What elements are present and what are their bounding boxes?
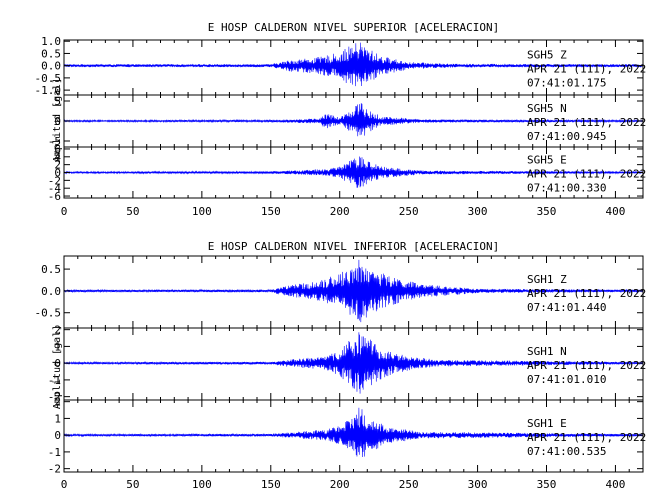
- y-axis-label: Amplitud [gal]: [52, 78, 63, 162]
- y-tick-label: -4: [48, 182, 62, 195]
- time-label: 07:41:01.010: [527, 373, 606, 386]
- station-label: SGH5 N: [527, 102, 567, 115]
- y-tick-label: 0.5: [41, 263, 61, 276]
- y-tick-label: -5: [48, 135, 61, 148]
- y-tick-label: -6: [48, 190, 61, 203]
- y-tick-label: 5: [54, 95, 61, 108]
- time-label: 07:41:00.535: [527, 445, 606, 458]
- waveform-trace: [63, 259, 644, 323]
- waveform-trace: [63, 103, 644, 137]
- station-label: SGH1 Z: [527, 273, 567, 286]
- x-tick-label: 200: [330, 205, 350, 218]
- time-label: 07:41:00.945: [527, 130, 606, 143]
- x-tick-label: 300: [468, 478, 488, 491]
- y-tick-label: 0: [54, 357, 61, 370]
- x-tick-label: 100: [192, 478, 212, 491]
- y-tick-label: 2: [54, 396, 61, 409]
- x-tick-label: 250: [399, 478, 419, 491]
- x-tick-label: 50: [126, 205, 139, 218]
- station-label: SGH1 N: [527, 345, 567, 358]
- y-tick-label: 0.5: [41, 47, 61, 60]
- chart-nivel-superior: E HOSP CALDERON NIVEL SUPERIOR [ACELERAC…: [35, 21, 647, 218]
- time-label: 07:41:01.175: [527, 77, 606, 90]
- chart-nivel-inferior: E HOSP CALDERON NIVEL INFERIOR [ACELERAC…: [35, 240, 647, 491]
- x-tick-label: 400: [605, 478, 625, 491]
- x-tick-label: 300: [468, 205, 488, 218]
- y-tick-label: 4: [54, 151, 61, 164]
- x-tick-label: 150: [261, 205, 281, 218]
- x-tick-label: 400: [605, 205, 625, 218]
- x-tick-label: 150: [261, 478, 281, 491]
- x-tick-label: 100: [192, 205, 212, 218]
- y-tick-label: -1: [48, 446, 61, 459]
- waveform-trace: [63, 42, 644, 87]
- station-label: SGH5 Z: [527, 49, 567, 62]
- y-tick-label: -1: [48, 374, 61, 387]
- x-tick-label: 0: [61, 205, 68, 218]
- x-tick-label: 350: [537, 205, 557, 218]
- y-tick-label: 2: [54, 159, 61, 172]
- time-label: 07:41:00.330: [527, 182, 606, 195]
- date-label: APR 21 (111), 2022: [527, 287, 646, 300]
- chart-title: E HOSP CALDERON NIVEL SUPERIOR [ACELERAC…: [208, 21, 499, 34]
- y-tick-label: -2: [48, 463, 61, 476]
- y-tick-label: 1: [54, 412, 61, 425]
- y-tick-label: -0.5: [35, 72, 62, 85]
- y-tick-label: -2: [48, 391, 61, 404]
- date-label: APR 21 (111), 2022: [527, 63, 646, 76]
- x-tick-label: 250: [399, 205, 419, 218]
- date-label: APR 21 (111), 2022: [527, 116, 646, 129]
- y-tick-label: -1.0: [35, 84, 62, 97]
- y-tick-label: 0: [54, 167, 61, 180]
- x-tick-label: 200: [330, 478, 350, 491]
- date-label: APR 21 (111), 2022: [527, 431, 646, 444]
- date-label: APR 21 (111), 2022: [527, 168, 646, 181]
- chart-title: E HOSP CALDERON NIVEL INFERIOR [ACELERAC…: [208, 240, 499, 253]
- date-label: APR 21 (111), 2022: [527, 359, 646, 372]
- x-tick-label: 350: [537, 478, 557, 491]
- y-tick-label: 1.0: [41, 35, 61, 48]
- y-tick-label: 0: [54, 429, 61, 442]
- y-tick-label: -2: [48, 174, 61, 187]
- time-label: 07:41:01.440: [527, 301, 606, 314]
- y-tick-label: -0.5: [35, 307, 62, 320]
- y-tick-label: 6: [54, 143, 61, 156]
- y-tick-label: 1: [54, 340, 61, 353]
- y-axis-label: Amplitud [gal]: [52, 325, 63, 409]
- station-label: SGH5 E: [527, 154, 567, 167]
- waveform-trace: [63, 332, 644, 394]
- x-tick-label: 50: [126, 478, 139, 491]
- station-label: SGH1 E: [527, 417, 567, 430]
- y-tick-label: 0.0: [41, 285, 61, 298]
- waveform-trace: [63, 156, 644, 188]
- waveform-trace: [63, 407, 644, 457]
- y-tick-label: 0: [54, 115, 61, 128]
- y-tick-label: 0.0: [41, 60, 61, 73]
- y-tick-label: 2: [54, 324, 61, 337]
- x-tick-label: 0: [61, 478, 68, 491]
